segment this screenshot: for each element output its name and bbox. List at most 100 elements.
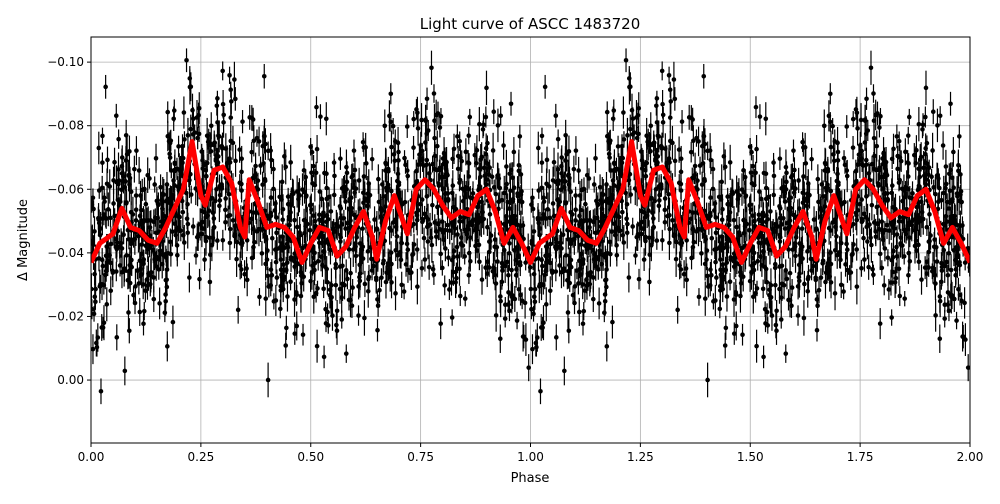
data-point [709,236,714,241]
data-point [667,241,672,246]
data-point [783,268,788,273]
data-point [815,328,820,333]
data-point [880,266,885,271]
data-point [262,134,267,139]
data-point [120,155,125,160]
data-point [267,284,272,289]
data-point [97,221,102,226]
data-point [173,221,178,226]
data-point [854,247,859,252]
data-point [512,150,517,155]
data-point [620,210,625,215]
data-point [227,73,232,78]
data-point [878,252,883,257]
data-point [564,253,569,258]
data-point [260,182,265,187]
data-point [220,145,225,150]
data-point [574,148,579,153]
data-point [185,202,190,207]
data-point [728,279,733,284]
data-point [455,254,460,259]
data-point [325,310,330,315]
data-point [270,236,275,241]
data-point [754,147,759,152]
data-point [532,294,537,299]
data-point [324,116,329,121]
data-point [310,150,315,155]
data-point [185,230,190,235]
data-point [855,284,860,289]
data-point [189,84,194,89]
data-point [172,161,177,166]
data-point [906,133,911,138]
data-point [506,273,511,278]
data-point [219,182,224,187]
data-point [280,241,285,246]
data-point [292,218,297,223]
data-point [673,159,678,164]
data-point [274,260,279,265]
data-point [285,294,290,299]
data-point [788,271,793,276]
data-point [670,141,675,146]
data-point [815,303,820,308]
data-point [254,210,259,215]
data-point [396,141,401,146]
data-point [206,142,211,147]
data-point [702,134,707,139]
data-point [411,117,416,122]
data-point [655,96,660,101]
data-point [591,275,596,280]
data-point [215,120,220,125]
data-point [387,114,392,119]
data-point [143,288,148,293]
data-point [593,257,598,262]
data-point [498,299,503,304]
data-point [935,123,940,128]
data-point [427,265,432,270]
data-point [771,193,776,198]
data-point [749,170,754,175]
data-point [209,123,214,128]
data-point [386,263,391,268]
data-point [950,197,955,202]
data-point [883,246,888,251]
data-point [791,148,796,153]
data-point [946,290,951,295]
data-point [361,140,366,145]
data-point [344,351,349,356]
data-point [100,160,105,165]
data-point [347,298,352,303]
data-point [572,301,577,306]
data-point [252,240,257,245]
data-point [581,309,586,314]
data-point [334,323,339,328]
data-point [538,389,543,394]
data-point [360,226,365,231]
data-point [628,84,633,89]
data-point [801,174,806,179]
data-point [133,301,138,306]
data-point [862,257,867,262]
data-point [612,161,617,166]
data-point [529,307,534,312]
data-point [324,186,329,191]
data-point [464,150,469,155]
data-point [930,148,935,153]
data-point [380,208,385,213]
data-point [842,156,847,161]
data-point [194,253,199,258]
data-point [528,265,533,270]
data-point [783,351,788,356]
data-point [924,177,929,182]
data-point [151,297,156,302]
data-point [566,310,571,315]
data-point [177,215,182,220]
data-point [765,323,770,328]
data-point [719,180,724,185]
data-point [625,230,630,235]
data-point [642,257,647,262]
data-point [168,196,173,201]
data-point [429,65,434,70]
data-point [806,275,811,280]
